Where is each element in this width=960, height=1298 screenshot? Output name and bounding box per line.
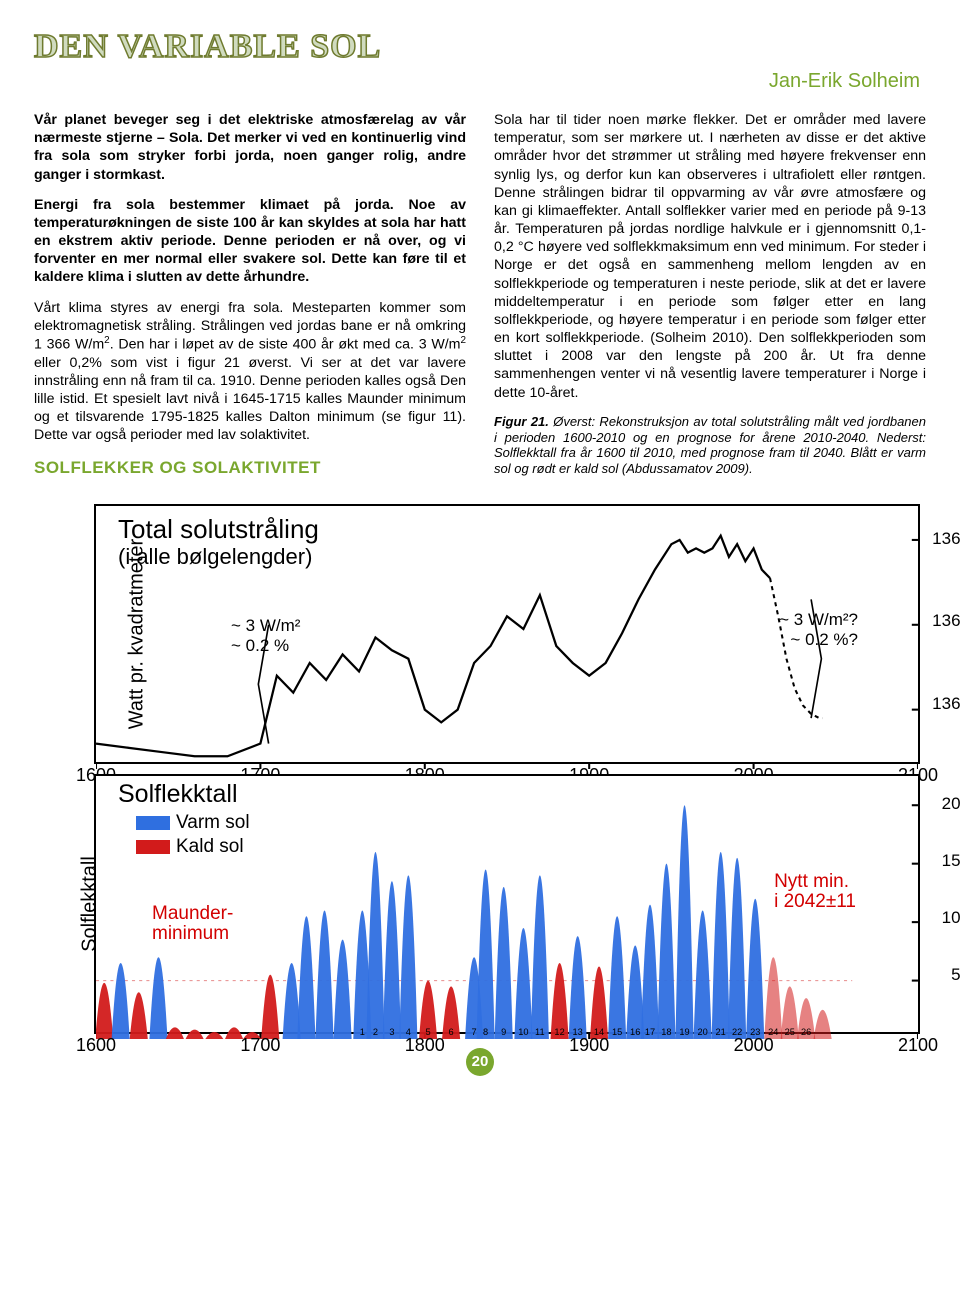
svg-text:12: 12 <box>554 1027 564 1037</box>
sunspot-title: Solflekktall <box>118 780 238 809</box>
sunspot-ytick: 200 <box>942 794 960 814</box>
author: Jan-Erik Solheim <box>34 70 920 93</box>
tsi-annot-r2: ~ 0.2 %? <box>790 630 858 650</box>
svg-text:11: 11 <box>535 1027 545 1037</box>
sunspot-ytick: 100 <box>942 908 960 928</box>
cold-swatch <box>136 840 170 854</box>
svg-text:6: 6 <box>449 1027 454 1037</box>
tsi-annot-r1: ~ 3 W/m²? <box>779 610 858 630</box>
warm-swatch <box>136 816 170 830</box>
legend-cold-label: Kald sol <box>176 836 244 857</box>
svg-text:2: 2 <box>373 1027 378 1037</box>
tsi-chart: Watt pr. kvadratmeter Total solutstrålin… <box>94 504 920 764</box>
sunspot-ytick: 150 <box>942 851 960 871</box>
maunder-label: Maunder- minimum <box>152 904 233 944</box>
sunspot-ytick: 50 <box>951 965 960 985</box>
sunspot-chart: Solflekktall 123456789101112131415161718… <box>94 774 920 1034</box>
section-heading: SOLFLEKKER OG SOLAKTIVITET <box>34 457 466 479</box>
svg-text:7: 7 <box>472 1027 477 1037</box>
tsi-annot-l1: ~ 3 W/m² <box>231 616 300 636</box>
tsi-title-2: (i alle bølgelengder) <box>118 544 312 570</box>
svg-text:17: 17 <box>645 1027 655 1037</box>
intro-para-2: Energi fra sola bestemmer klimaet på jor… <box>34 196 466 287</box>
article-body: Vår planet beveger seg i det elektriske … <box>34 111 926 490</box>
tsi-ytick: 1364 <box>932 694 960 714</box>
tsi-ytick: 1366 <box>932 529 960 549</box>
intro-para-1: Vår planet beveger seg i det elektriske … <box>34 111 466 184</box>
sunspot-xtick: 1600 <box>76 1035 116 1056</box>
svg-text:15: 15 <box>612 1027 622 1037</box>
svg-text:18: 18 <box>661 1027 671 1037</box>
sunspot-xtick: 1800 <box>405 1035 445 1056</box>
legend-cold: Kald sol <box>136 836 244 858</box>
sunspot-xtick: 1900 <box>569 1035 609 1056</box>
svg-text:21: 21 <box>716 1027 726 1037</box>
legend-warm: Varm sol <box>136 812 250 834</box>
body-para: Vårt klima styres av energi fra sola. Me… <box>34 299 466 445</box>
figure-caption-text: Øverst: Rekonstruksjon av total solutstr… <box>494 414 926 477</box>
svg-text:8: 8 <box>483 1027 488 1037</box>
legend-warm-label: Varm sol <box>176 812 250 833</box>
svg-text:9: 9 <box>501 1027 506 1037</box>
sunspot-xtick: 2100 <box>898 1035 938 1056</box>
tsi-ytick: 1365 <box>932 611 960 631</box>
future-min-label: Nytt min. i 2042±11 <box>774 872 856 912</box>
figure-caption: Figur 21. Øverst: Rekonstruksjon av tota… <box>494 414 926 477</box>
svg-text:20: 20 <box>697 1027 707 1037</box>
svg-text:16: 16 <box>630 1027 640 1037</box>
tsi-title-1: Total solutstråling <box>118 514 319 545</box>
svg-text:25: 25 <box>785 1027 795 1037</box>
svg-text:1: 1 <box>360 1027 365 1037</box>
section-body: Sola har til tider noen mørke flekker. D… <box>494 111 926 402</box>
tsi-annot-l2: ~ 0.2 % <box>231 636 289 656</box>
svg-text:3: 3 <box>389 1027 394 1037</box>
page-number: 20 <box>466 1048 494 1076</box>
svg-text:19: 19 <box>679 1027 689 1037</box>
figure-caption-lead: Figur 21. <box>494 414 549 429</box>
svg-text:10: 10 <box>518 1027 528 1037</box>
page-title: DEN VARIABLE SOL <box>34 28 926 66</box>
figure-21: Watt pr. kvadratmeter Total solutstrålin… <box>34 504 926 1034</box>
svg-text:26: 26 <box>801 1027 811 1037</box>
sunspot-xtick: 1700 <box>240 1035 280 1056</box>
sunspot-xtick: 2000 <box>734 1035 774 1056</box>
